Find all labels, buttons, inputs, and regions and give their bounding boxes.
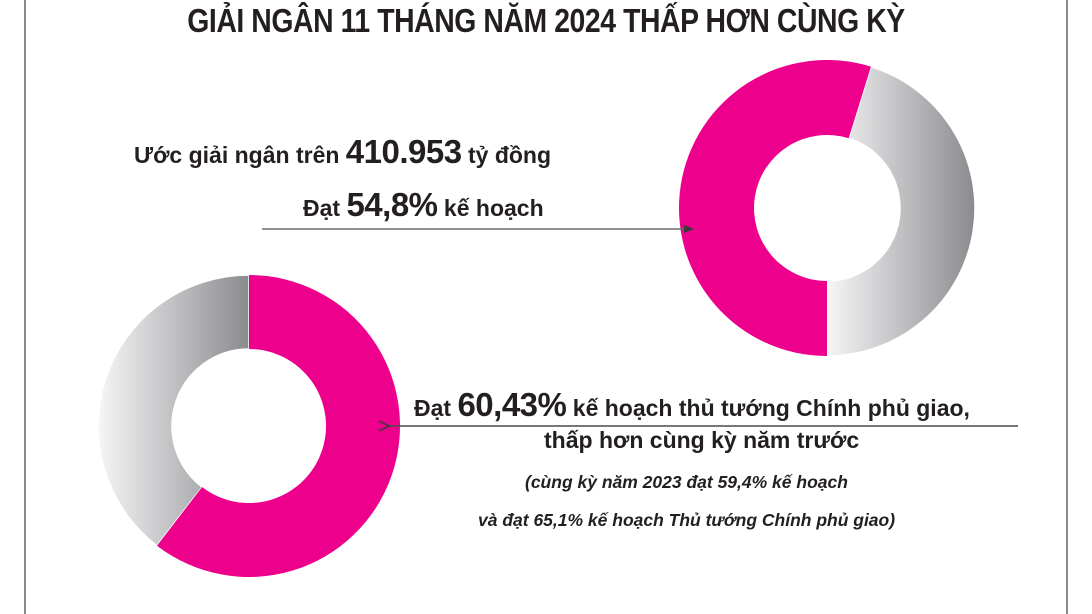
- remaining-segment: [826, 65, 976, 357]
- achieved-segment: [156, 275, 401, 577]
- comparison-note-2: và đạt 65,1% kế hoạch Thủ tướng Chính ph…: [478, 510, 896, 530]
- disbursement-estimate-label: Ước giải ngân trên 410.953 tỷ đồng: [134, 133, 551, 171]
- plan-suffix: kế hoạch: [437, 195, 544, 221]
- frame-right-border: [1066, 0, 1068, 614]
- plan-achieved-label: Đạt 54,8% kế hoạch: [303, 186, 544, 224]
- donut-chart-bottom: [97, 274, 401, 577]
- pm-plan-value: 60,43%: [457, 386, 567, 423]
- plan-value: 54,8%: [346, 186, 438, 223]
- comparison-label: thấp hơn cùng kỳ năm trước: [544, 427, 860, 453]
- donut-chart-top: [679, 60, 976, 357]
- remaining-segment: [97, 274, 250, 547]
- disbursement-prefix: Ước giải ngân trên: [134, 142, 346, 168]
- disbursement-suffix: tỷ đồng: [461, 142, 552, 168]
- disbursement-value: 410.953: [345, 133, 462, 170]
- frame-left-border: [24, 0, 26, 614]
- chart-title: GIẢI NGÂN 11 THÁNG NĂM 2024 THẤP HƠN CÙN…: [187, 2, 905, 39]
- plan-prefix: Đạt: [303, 195, 347, 221]
- pm-plan-prefix: Đạt: [414, 395, 458, 421]
- achieved-segment: [679, 60, 871, 356]
- pm-plan-suffix: kế hoạch thủ tướng Chính phủ giao,: [566, 395, 970, 421]
- pm-plan-achieved-label: Đạt 60,43% kế hoạch thủ tướng Chính phủ …: [414, 386, 970, 424]
- comparison-note-1: (cùng kỳ năm 2023 đạt 59,4% kế hoạch: [525, 472, 848, 492]
